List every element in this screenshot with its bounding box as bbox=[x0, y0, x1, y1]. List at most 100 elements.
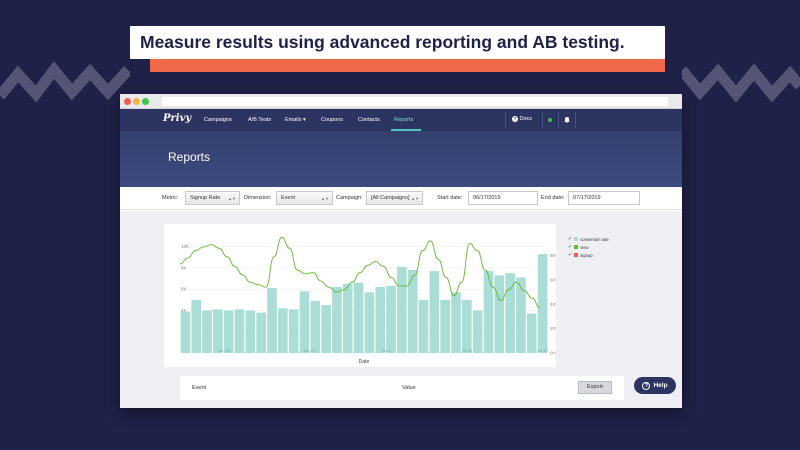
help-label: Help bbox=[653, 382, 668, 389]
browser-chrome bbox=[120, 94, 682, 109]
legend-label: conversion rate bbox=[580, 236, 609, 242]
end-date-input[interactable]: 07/17/2019 bbox=[568, 191, 640, 205]
x-tick-label: Jul 17 bbox=[537, 348, 548, 353]
bar bbox=[407, 270, 418, 353]
bar bbox=[321, 305, 331, 353]
zigzag-right-decoration bbox=[682, 63, 800, 103]
bar bbox=[462, 299, 472, 353]
chevron-updown-icon: ▲▼ bbox=[411, 196, 419, 201]
metric-label: Metric: bbox=[162, 195, 179, 201]
nav-coupons[interactable]: Coupons bbox=[321, 117, 344, 123]
bar bbox=[505, 273, 515, 353]
nav-emails[interactable]: Emails ▾ bbox=[285, 117, 306, 123]
bar bbox=[245, 310, 256, 353]
bar bbox=[223, 310, 234, 353]
privy-logo[interactable]: Privy bbox=[163, 113, 192, 124]
metric-select[interactable]: Signup Rate ▲▼ bbox=[185, 191, 240, 205]
column-header-value: Value bbox=[402, 385, 416, 391]
legend-item-signup[interactable]: ✔ signup bbox=[568, 252, 609, 258]
end-date-label: End date: bbox=[541, 195, 565, 201]
legend-item-view[interactable]: ✔ view bbox=[568, 244, 609, 250]
maximize-dot[interactable] bbox=[142, 98, 149, 105]
start-date-input[interactable]: 06/17/2019 bbox=[468, 191, 538, 205]
checkmark-icon: ✔ bbox=[568, 252, 573, 258]
nav-campaigns[interactable]: Campaigns bbox=[204, 117, 232, 123]
active-tab-indicator bbox=[391, 129, 421, 131]
legend-label: view bbox=[580, 244, 589, 250]
bar bbox=[234, 309, 245, 353]
legend-swatch bbox=[574, 237, 579, 241]
bar bbox=[472, 310, 483, 353]
headline: Measure results using advanced reporting… bbox=[130, 26, 665, 59]
start-date-label: Start date: bbox=[437, 195, 463, 201]
x-tick-label: Jul 2 bbox=[382, 348, 391, 353]
y2-tick-label: 40% bbox=[550, 302, 556, 307]
dimension-value: Event bbox=[281, 195, 296, 201]
bar bbox=[364, 292, 375, 353]
export-button[interactable]: Export bbox=[578, 381, 612, 394]
column-header-event: Event bbox=[192, 385, 207, 391]
bar bbox=[267, 288, 277, 353]
legend-item-conversion-rate[interactable]: ✔ conversion rate bbox=[568, 236, 609, 242]
bar bbox=[342, 283, 353, 353]
bar bbox=[418, 299, 429, 353]
headline-block: Measure results using advanced reporting… bbox=[130, 26, 665, 72]
y2-tick-label: 60% bbox=[550, 277, 556, 282]
bar bbox=[397, 266, 407, 353]
bar bbox=[516, 277, 526, 353]
bar bbox=[494, 275, 505, 353]
nav-divider bbox=[558, 112, 559, 128]
bar bbox=[288, 309, 299, 353]
legend-swatch bbox=[574, 245, 579, 249]
bar bbox=[213, 309, 223, 353]
bar bbox=[299, 291, 310, 353]
docs-link[interactable]: ? Docs bbox=[512, 116, 532, 122]
y2-tick-label: 20% bbox=[550, 326, 556, 331]
close-dot[interactable] bbox=[124, 98, 131, 105]
legend-swatch bbox=[574, 253, 579, 257]
minimize-dot[interactable] bbox=[133, 98, 140, 105]
bar bbox=[537, 254, 548, 353]
status-online-icon bbox=[548, 118, 552, 122]
bar bbox=[526, 313, 537, 353]
bar bbox=[332, 287, 342, 353]
zigzag-left-decoration bbox=[0, 61, 130, 103]
bar bbox=[202, 310, 212, 353]
bar bbox=[483, 271, 494, 353]
legend-label: signup bbox=[580, 252, 593, 258]
nav-contacts[interactable]: Contacts bbox=[358, 117, 380, 123]
y-tick-label: 10K bbox=[181, 244, 189, 249]
dimension-label: Dimension: bbox=[244, 195, 272, 201]
filter-bar: Metric: Signup Rate ▲▼ Dimension: Event … bbox=[120, 187, 682, 210]
bell-icon[interactable] bbox=[564, 116, 570, 123]
x-axis-title: Date bbox=[359, 359, 370, 365]
x-tick-label: Jun 23 bbox=[303, 348, 316, 353]
conversion-line bbox=[179, 236, 541, 309]
campaign-value: [All Campaigns] bbox=[371, 195, 410, 201]
bar bbox=[375, 287, 386, 353]
chevron-updown-icon: ▲▼ bbox=[228, 196, 236, 201]
page-banner: Reports bbox=[120, 131, 682, 187]
nav-ab-tests[interactable]: A/B Tests bbox=[248, 117, 272, 123]
address-bar[interactable] bbox=[162, 97, 668, 106]
y-tick-label: 4K bbox=[181, 308, 187, 313]
docs-label: Docs bbox=[519, 116, 533, 122]
campaign-select[interactable]: [All Campaigns] ▲▼ bbox=[366, 191, 423, 205]
bar bbox=[386, 285, 396, 353]
x-tick-label: Jun 16 bbox=[218, 348, 231, 353]
page-title: Reports bbox=[168, 150, 211, 164]
nav-reports[interactable]: Reports bbox=[394, 117, 414, 123]
bar bbox=[353, 282, 364, 353]
help-button[interactable]: ? Help bbox=[634, 377, 676, 394]
nav-divider bbox=[542, 112, 543, 128]
checkmark-icon: ✔ bbox=[568, 236, 573, 242]
bar bbox=[180, 311, 191, 353]
dimension-select[interactable]: Event ▲▼ bbox=[276, 191, 333, 205]
top-nav: Privy Campaigns A/B Tests Emails ▾ Coupo… bbox=[120, 109, 682, 131]
x-tick-label: Jul 10 bbox=[462, 348, 473, 353]
bar bbox=[310, 300, 321, 353]
checkmark-icon: ✔ bbox=[568, 244, 573, 250]
metric-value: Signup Rate bbox=[190, 195, 221, 201]
bar bbox=[440, 299, 450, 353]
